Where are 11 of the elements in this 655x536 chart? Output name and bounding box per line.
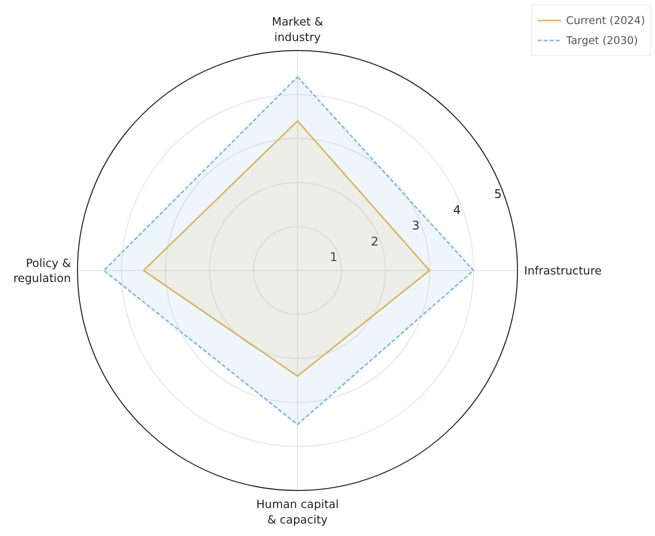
legend-label: Current (2024): [566, 14, 645, 26]
spoke-label: Human capital & capacity: [256, 497, 339, 526]
y-tick-label: 5: [494, 187, 502, 202]
y-tick-label: 3: [412, 218, 420, 233]
y-tick-label: 4: [453, 202, 461, 217]
spoke-label: Market & industry: [272, 14, 324, 44]
y-tick-label: 1: [330, 250, 338, 264]
spoke-label: Policy & regulation: [13, 256, 72, 286]
y-tick-label: 2: [370, 234, 379, 248]
spoke-label: Infrastructure: [524, 264, 602, 278]
legend-label: Target (2030): [566, 34, 638, 46]
